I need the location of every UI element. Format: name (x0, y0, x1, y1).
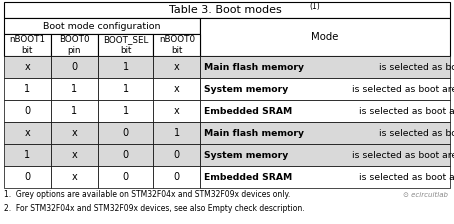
Bar (98, 166, 153, 188)
Bar (200, 122, 450, 144)
Bar (4, 100, 51, 122)
Text: is selected as boot area: is selected as boot area (356, 106, 454, 116)
Text: x: x (25, 128, 30, 138)
Bar (98, 56, 153, 78)
Text: x: x (71, 150, 77, 160)
Bar (4, 56, 51, 78)
Text: 0: 0 (25, 106, 30, 116)
Text: 0: 0 (174, 150, 180, 160)
Bar (51, 34, 98, 56)
Text: is selected as boot area: is selected as boot area (376, 62, 454, 71)
Bar (51, 56, 98, 78)
Bar (200, 78, 450, 100)
Text: 0: 0 (123, 128, 128, 138)
Text: 0: 0 (71, 62, 77, 72)
Text: 2.  For STM32F04x and STM32F09x devices, see also Empty check description.: 2. For STM32F04x and STM32F09x devices, … (4, 204, 305, 213)
Bar (51, 78, 98, 100)
Bar (153, 144, 200, 166)
Bar (200, 144, 450, 166)
Bar (153, 166, 200, 188)
Bar (51, 166, 98, 188)
Bar (200, 100, 450, 122)
Text: 1: 1 (123, 62, 128, 72)
Text: is selected as boot area: is selected as boot area (356, 172, 454, 181)
Bar (4, 18, 200, 34)
Bar (51, 144, 98, 166)
Bar (153, 56, 200, 78)
Text: Boot mode configuration: Boot mode configuration (44, 22, 161, 30)
Bar (98, 122, 153, 144)
Text: is selected as boot area: is selected as boot area (376, 129, 454, 138)
Text: 1: 1 (174, 128, 180, 138)
Text: 1: 1 (71, 106, 77, 116)
Bar (4, 78, 51, 100)
Bar (200, 166, 450, 188)
Text: BOOT_SEL
bit: BOOT_SEL bit (103, 35, 148, 55)
Text: Mode: Mode (311, 32, 339, 42)
Text: Table 3. Boot modes: Table 3. Boot modes (169, 5, 285, 15)
Text: 0: 0 (123, 150, 128, 160)
Text: 1: 1 (123, 106, 128, 116)
Text: nBOOT1
bit: nBOOT1 bit (10, 35, 45, 55)
Text: Main flash memory: Main flash memory (204, 129, 304, 138)
Bar (4, 144, 51, 166)
Bar (153, 100, 200, 122)
Bar (4, 2, 450, 18)
Text: System memory: System memory (204, 151, 288, 159)
Bar (153, 78, 200, 100)
Text: x: x (25, 62, 30, 72)
Text: x: x (71, 128, 77, 138)
Text: ⊙ ecircuitlab: ⊙ ecircuitlab (403, 192, 448, 198)
Text: Embedded SRAM: Embedded SRAM (204, 172, 292, 181)
Text: nBOOT0
bit: nBOOT0 bit (159, 35, 195, 55)
Text: System memory: System memory (204, 84, 288, 93)
Text: 1: 1 (25, 84, 30, 94)
Text: Embedded SRAM: Embedded SRAM (204, 106, 292, 116)
Text: is selected as boot area: is selected as boot area (349, 84, 454, 93)
Bar (98, 78, 153, 100)
Text: x: x (174, 62, 180, 72)
Bar (153, 34, 200, 56)
Bar (200, 56, 450, 78)
Text: 1: 1 (71, 84, 77, 94)
Bar (98, 144, 153, 166)
Bar (153, 122, 200, 144)
Text: 0: 0 (123, 172, 128, 182)
Bar (51, 100, 98, 122)
Bar (51, 122, 98, 144)
Text: BOOT0
pin: BOOT0 pin (59, 35, 89, 55)
Text: 1: 1 (123, 84, 128, 94)
Bar (4, 34, 51, 56)
Text: (1): (1) (309, 2, 320, 11)
Text: Main flash memory: Main flash memory (204, 62, 304, 71)
Bar (200, 18, 450, 56)
Text: 0: 0 (25, 172, 30, 182)
Bar (98, 34, 153, 56)
Text: x: x (174, 106, 180, 116)
Text: is selected as boot area: is selected as boot area (349, 151, 454, 159)
Text: 0: 0 (174, 172, 180, 182)
Text: 1.  Grey options are available on STM32F04x and STM32F09x devices only.: 1. Grey options are available on STM32F0… (4, 190, 290, 199)
Bar (4, 166, 51, 188)
Text: 1: 1 (25, 150, 30, 160)
Bar (4, 122, 51, 144)
Text: x: x (71, 172, 77, 182)
Text: x: x (174, 84, 180, 94)
Bar (98, 100, 153, 122)
